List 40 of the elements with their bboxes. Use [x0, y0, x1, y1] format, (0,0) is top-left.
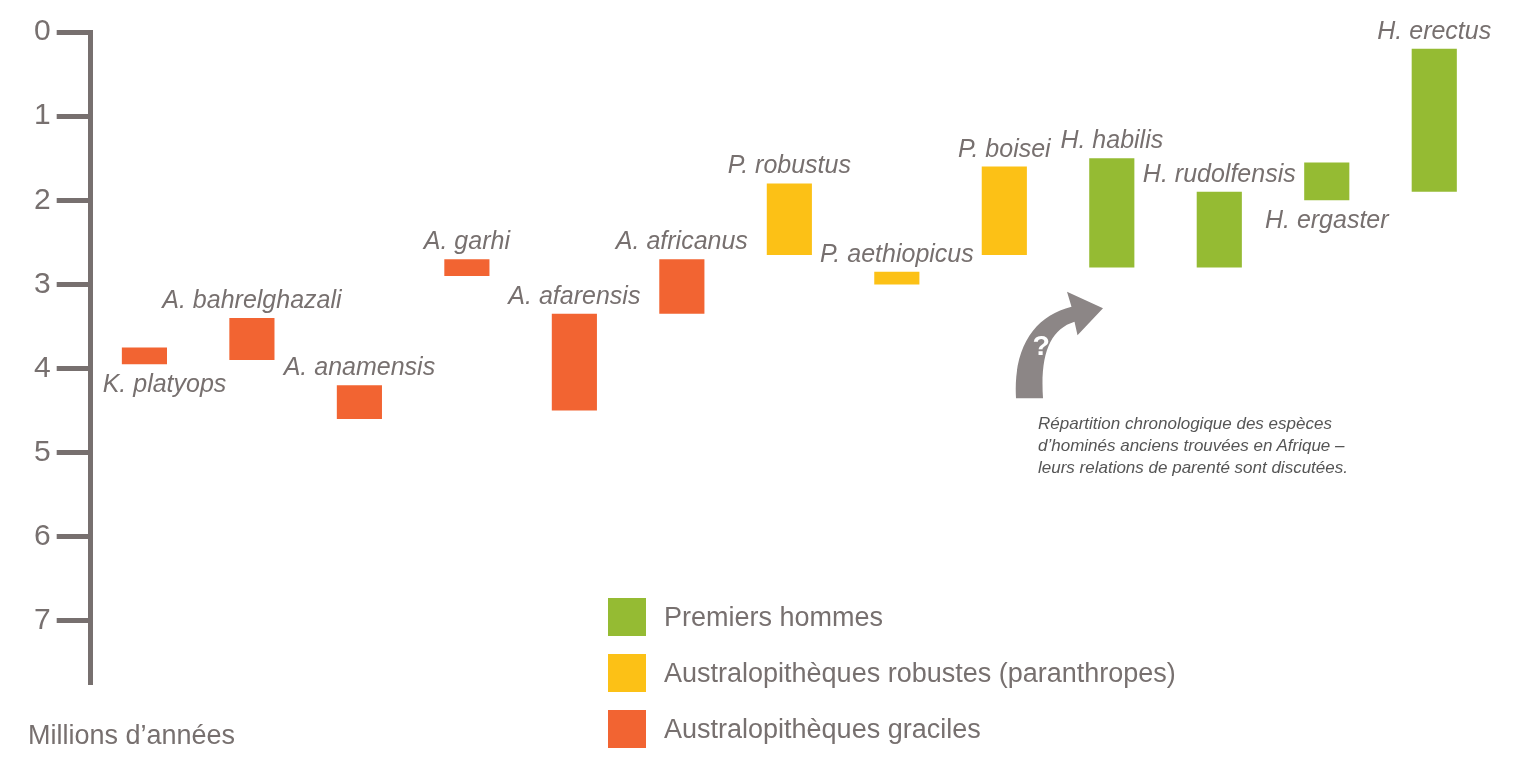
bar [874, 271, 920, 285]
y-tick-label: 1 [34, 97, 51, 131]
annotation: Répartition chronologique des espèces d’hominés anciens trouvées en Afrique – leurs relations de parenté sont discutées. [1038, 413, 1349, 480]
y-tick-label: 2 [34, 181, 51, 215]
legend-label: Australopithèques graciles [664, 713, 981, 745]
y-tick-label: 0 [34, 13, 51, 47]
bar [336, 385, 382, 419]
x-tick-label: P. aethiopicus [819, 238, 974, 267]
bar [121, 347, 167, 365]
y-tick-label: 7 [34, 602, 51, 636]
x-tick-label: K. platyops [102, 369, 227, 398]
bar [1304, 162, 1350, 201]
legend-label: Australopithèques robustes (paranthropes) [664, 657, 1176, 689]
y-tick-label: 5 [34, 433, 51, 467]
bar [1089, 158, 1135, 268]
x-tick-label: H. erectus [1377, 15, 1492, 44]
x-tick-label: A. afarensis [506, 280, 641, 309]
bar [766, 183, 812, 255]
y-axis-title: Millions d’années [28, 720, 236, 751]
x-tick-label: P. robustus [727, 150, 851, 179]
x-tick-label: A. africanus [613, 226, 748, 255]
y-tick-label: 6 [34, 518, 51, 552]
y-tick-label: 3 [34, 265, 51, 299]
x-tick-label: A. garhi [421, 226, 512, 255]
bar [659, 259, 705, 314]
legend-label: Premiers hommes [664, 601, 884, 633]
x-tick-label: A. bahrelghazali [160, 285, 343, 314]
x-tick-label: H. rudolfensis [1142, 158, 1296, 187]
bar [229, 318, 275, 361]
x-tick-label: H. ergaster [1264, 205, 1391, 234]
x-tick-label: H. habilis [1060, 125, 1164, 154]
y-tick-label: 4 [34, 349, 51, 383]
x-tick-label: P. boisei [957, 133, 1053, 162]
bar [1411, 48, 1457, 192]
x-tick-label: A. anamensis [281, 352, 436, 381]
annotation: ? [1032, 328, 1050, 361]
bar [444, 259, 490, 276]
bar [981, 166, 1027, 255]
bar [551, 313, 597, 411]
bar [1196, 191, 1242, 268]
